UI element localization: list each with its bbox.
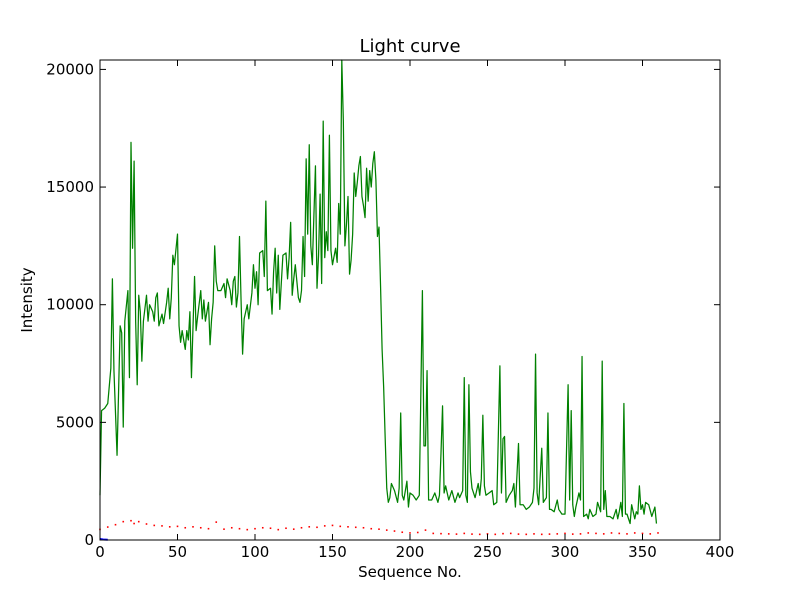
series-1-point-13 [192, 526, 194, 528]
series-1-point-60 [556, 533, 559, 535]
x-tick-label-5: 250 [473, 543, 502, 561]
series-1-point-10 [168, 526, 171, 528]
series-1-point-26 [292, 528, 295, 530]
series-1-point-40 [401, 531, 404, 534]
series-1-point-63 [579, 533, 582, 535]
y-tick-label-0: 0 [84, 531, 94, 549]
series-1-point-69 [626, 533, 628, 535]
series-1-point-7 [145, 523, 148, 525]
series-1-point-61 [564, 532, 566, 535]
series-1-point-15 [207, 527, 210, 530]
series-1-point-6 [137, 520, 140, 523]
series-1-point-65 [595, 532, 597, 535]
x-tick-label-0: 0 [95, 543, 105, 561]
x-tick-label-4: 200 [396, 543, 425, 561]
series-1-point-14 [199, 526, 202, 529]
series-1-point-42 [416, 531, 419, 534]
series-1-point-32 [339, 525, 342, 528]
series-1-point-20 [246, 528, 249, 531]
series-1-point-29 [316, 526, 318, 529]
series-1-point-44 [432, 532, 435, 535]
series-1-point-8 [153, 524, 156, 527]
series-1-point-16 [215, 521, 218, 523]
series-1-point-56 [525, 533, 528, 536]
x-tick-label-8: 400 [706, 543, 735, 561]
series-1-point-38 [385, 529, 388, 531]
series-1-point-18 [230, 526, 233, 529]
x-tick-label-7: 350 [628, 543, 657, 561]
series-1-point-71 [641, 532, 644, 535]
series-1-point-3 [122, 520, 125, 523]
y-axis-label: Intensity [18, 267, 36, 332]
series-1-point-28 [308, 526, 311, 528]
series-1-point-27 [300, 526, 303, 529]
x-tick-label-6: 300 [551, 543, 580, 561]
series-1-point-19 [238, 527, 241, 530]
series-1-point-9 [161, 525, 163, 527]
y-tick-label-2: 10000 [46, 296, 94, 314]
series-1-point-5 [133, 522, 135, 525]
series-1-point-72 [649, 533, 652, 535]
series-1-point-35 [362, 526, 365, 529]
series-0-line [99, 59, 658, 525]
series-1-point-46 [447, 533, 450, 535]
series-1-point-39 [393, 530, 396, 532]
series-1-point-45 [440, 532, 442, 535]
series-1-point-50 [478, 533, 481, 536]
x-tick-label-2: 100 [241, 543, 270, 561]
series-1-point-23 [269, 527, 272, 530]
series-1-point-47 [455, 533, 458, 535]
series-1-point-51 [486, 533, 489, 535]
series-1-point-2 [114, 523, 117, 526]
series-1-point-11 [176, 525, 179, 528]
series-1-point-30 [323, 525, 326, 527]
series-1-point-43 [424, 529, 427, 531]
series-1-point-62 [571, 533, 574, 535]
series-1-point-48 [463, 532, 466, 535]
series-1-point-41 [409, 532, 411, 534]
y-axis-ticks: 0 5000 10000 15000 20000 [46, 60, 720, 549]
series-1-point-57 [533, 533, 535, 535]
series-1-point-73 [657, 532, 659, 534]
series-1-point-21 [254, 527, 256, 530]
series-1-point-66 [602, 533, 605, 535]
series-1-point-55 [517, 533, 520, 535]
plot-frame [99, 59, 721, 541]
series-1-point-53 [502, 532, 504, 535]
series-1-point-59 [548, 533, 551, 535]
series-1-point-36 [370, 527, 373, 530]
series-1-point-52 [494, 533, 497, 536]
series-1-point-68 [618, 532, 621, 535]
y-tick-label-3: 15000 [46, 178, 94, 196]
series-1-point-34 [354, 526, 357, 529]
series-1-point-1 [106, 526, 109, 528]
series-1-point-24 [277, 528, 280, 531]
series-1-point-67 [610, 532, 613, 534]
series-1-point-22 [261, 526, 264, 529]
chart-title: Light curve [359, 36, 460, 57]
series-1-point-17 [223, 528, 225, 530]
series-1-point-37 [378, 528, 380, 530]
series-1-point-58 [540, 533, 543, 536]
series-1-point-4 [130, 519, 132, 522]
series-1-point-49 [471, 533, 473, 535]
y-tick-label-4: 20000 [46, 60, 94, 78]
series-1-point-31 [331, 524, 334, 527]
series-1-point-54 [509, 532, 512, 535]
x-axis-ticks: 0 50 100 150 200 250 300 350 400 [95, 60, 734, 561]
x-tick-label-1: 50 [168, 543, 187, 561]
x-axis-label: Sequence No. [358, 563, 462, 581]
series-1-point-70 [633, 532, 636, 534]
series-1-point-25 [285, 527, 287, 530]
y-tick-label-1: 5000 [56, 413, 94, 431]
series-layer [99, 59, 659, 541]
series-1-point-33 [347, 526, 349, 528]
series-1-point-12 [184, 526, 187, 529]
x-tick-label-3: 150 [318, 543, 347, 561]
series-1-point-64 [587, 532, 590, 534]
